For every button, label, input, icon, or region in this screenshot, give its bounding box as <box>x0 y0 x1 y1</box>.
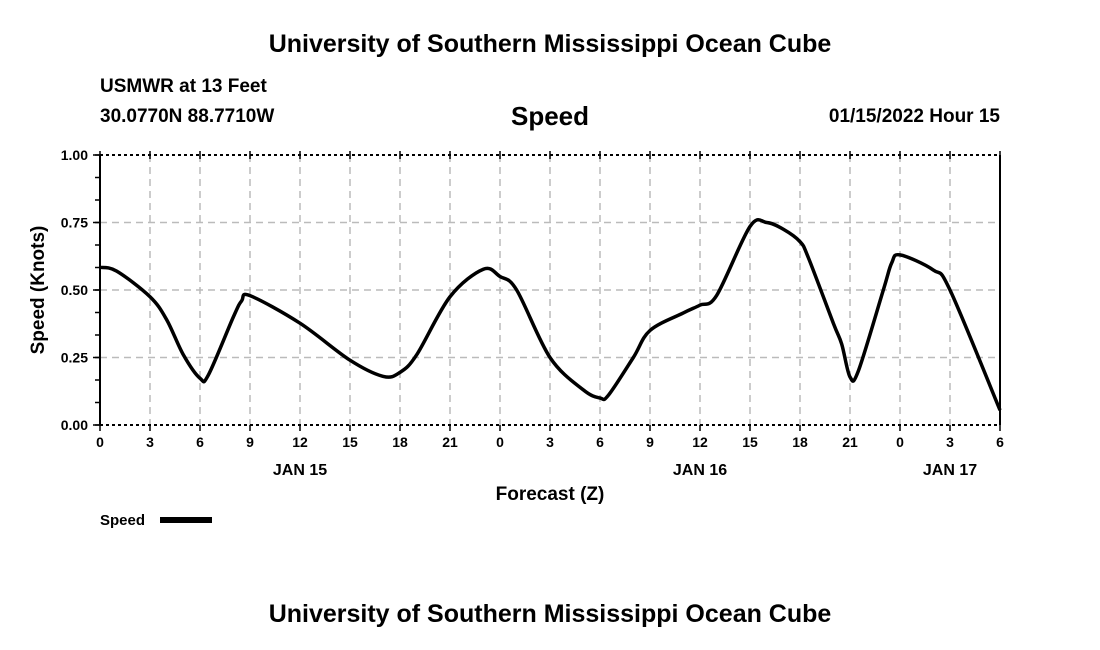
x-tick-label: 3 <box>946 434 954 450</box>
x-tick-label: 18 <box>792 434 808 450</box>
y-tick-label: 0.75 <box>61 215 88 231</box>
speed-series-line <box>99 218 1002 411</box>
coordinates-label: 30.0770N 88.7710W <box>100 106 275 127</box>
legend-label: Speed <box>100 512 145 529</box>
x-tick-label: 3 <box>546 434 554 450</box>
x-tick-label: 21 <box>442 434 458 450</box>
x-tick-label: 6 <box>596 434 604 450</box>
x-tick-label: 18 <box>392 434 408 450</box>
y-tick-label: 0.00 <box>61 417 88 433</box>
x-tick-label: 0 <box>496 434 504 450</box>
x-tick-label: 0 <box>96 434 104 450</box>
station-label: USMWR at 13 Feet <box>100 76 267 97</box>
x-tick-label: 15 <box>342 434 358 450</box>
y-axis-label: Speed (Knots) <box>28 226 49 355</box>
x-tick-label: 21 <box>842 434 858 450</box>
date-label: JAN 17 <box>923 462 977 479</box>
x-tick-label: 12 <box>292 434 308 450</box>
chart-title: Speed <box>510 101 590 131</box>
x-tick-label: 3 <box>146 434 154 450</box>
y-tick-label: 0.25 <box>61 350 88 366</box>
datetime-label: 01/15/2022 Hour 15 <box>828 106 1000 127</box>
x-tick-label: 9 <box>246 434 254 450</box>
y-tick-label: 1.00 <box>61 147 88 163</box>
y-tick-label: 0.50 <box>61 282 88 298</box>
x-axis-label: Forecast (Z) <box>496 484 605 505</box>
x-tick-label: 9 <box>646 434 654 450</box>
footer-title: University of Southern Mississippi Ocean… <box>268 600 832 628</box>
x-tick-label: 0 <box>896 434 904 450</box>
x-tick-label: 6 <box>196 434 204 450</box>
x-tick-label: 12 <box>692 434 708 450</box>
x-tick-label: 15 <box>742 434 758 450</box>
x-tick-label: 6 <box>996 434 1004 450</box>
date-label: JAN 15 <box>273 462 327 479</box>
date-label: JAN 16 <box>673 462 727 479</box>
page-title: University of Southern Mississippi Ocean… <box>268 30 832 58</box>
